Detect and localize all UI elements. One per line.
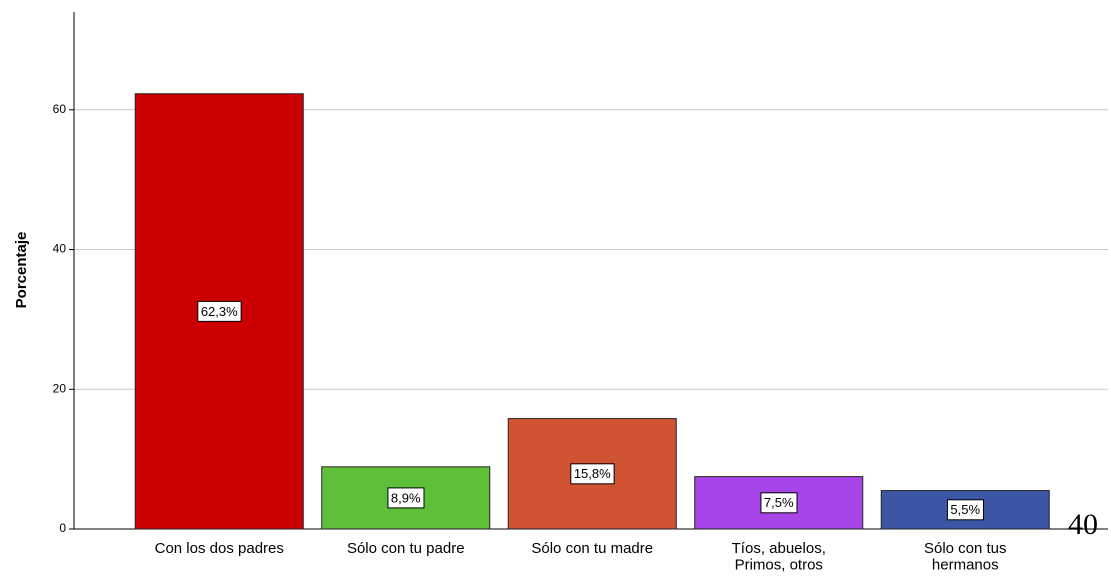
value-label-box <box>197 300 242 322</box>
value-label-box <box>946 499 985 521</box>
x-tick-label: Sólo con tu madre <box>531 540 653 557</box>
value-label: 8,9% <box>391 490 421 505</box>
value-label: 7,5% <box>764 495 794 510</box>
y-tick-label: 40 <box>53 242 67 256</box>
bar <box>134 93 304 530</box>
y-axis-label: Porcentaje <box>13 232 30 309</box>
y-tick-label: 60 <box>53 102 67 116</box>
value-label: 62,3% <box>201 304 238 319</box>
y-tick-label: 20 <box>53 381 67 395</box>
value-label-box <box>387 487 425 509</box>
x-tick-label: Con los dos padres <box>155 540 284 557</box>
value-label: 5,5% <box>950 502 980 517</box>
value-label-box <box>760 492 798 514</box>
x-tick-label: Sólo con tu padre <box>347 540 465 557</box>
y-tick-label: 0 <box>59 521 66 535</box>
x-tick-label: Sólo con tus hermanos <box>924 540 1007 574</box>
value-label-box <box>570 463 615 485</box>
annotation: 40 <box>1068 508 1098 541</box>
value-label: 15,8% <box>574 466 611 481</box>
x-tick-label: Tíos, abuelos, Primos, otros <box>732 540 826 574</box>
